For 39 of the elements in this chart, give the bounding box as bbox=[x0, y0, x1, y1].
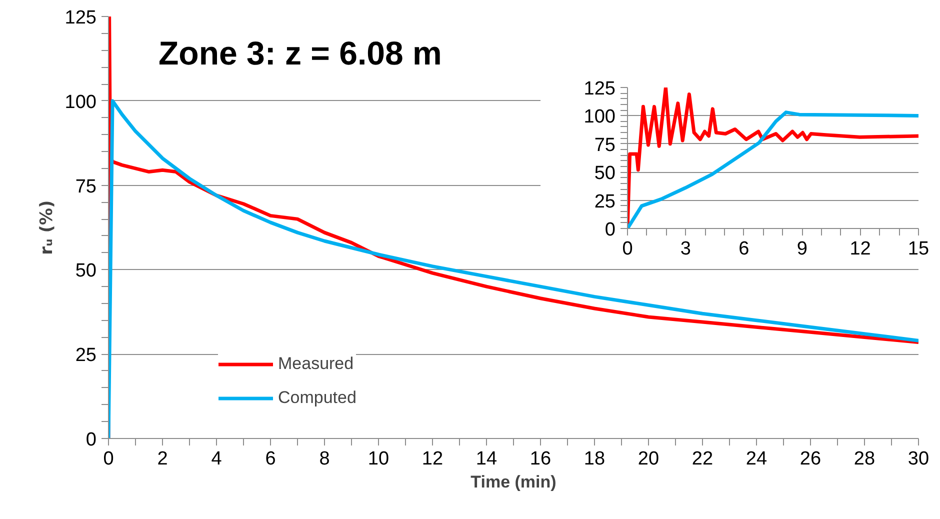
x-tick-label: 6 bbox=[738, 238, 750, 260]
y-tick-label: 25 bbox=[594, 191, 616, 212]
y-tick-label: 25 bbox=[75, 345, 97, 366]
x-tick-label: 22 bbox=[692, 448, 714, 470]
text: Zone 3: z = 6.08 m bbox=[158, 34, 442, 72]
x-tick-label: 4 bbox=[211, 448, 222, 470]
x-tick-label: 16 bbox=[530, 448, 552, 470]
y-tick-label: 50 bbox=[75, 260, 97, 282]
x-tick-label: 24 bbox=[746, 448, 768, 470]
x-tick-label: 18 bbox=[584, 448, 606, 470]
y-tick-label: 0 bbox=[86, 430, 97, 450]
x-axis-title: Time (min) bbox=[470, 472, 556, 492]
x-tick-label: 20 bbox=[638, 448, 660, 470]
x-tick-label: 28 bbox=[854, 448, 876, 470]
y-tick-label: 100 bbox=[584, 106, 616, 128]
x-tick-label: 26 bbox=[800, 448, 822, 470]
x-tick-label: 2 bbox=[157, 448, 168, 470]
x-tick-label: 0 bbox=[622, 238, 633, 260]
y-tick-label: 125 bbox=[64, 8, 96, 28]
y-axis-title: rᵤ (%) bbox=[36, 200, 57, 255]
legend-label: Measured bbox=[278, 354, 354, 374]
x-tick-label: 10 bbox=[368, 448, 390, 470]
y-tick-label: 75 bbox=[594, 134, 616, 156]
x-tick-label: 12 bbox=[850, 238, 871, 260]
x-tick-label: 9 bbox=[796, 238, 808, 260]
y-tick-label: 75 bbox=[75, 176, 97, 198]
x-tick-label: 0 bbox=[103, 448, 114, 470]
y-tick-label: 100 bbox=[64, 92, 96, 113]
x-tick-label: 15 bbox=[908, 238, 930, 260]
x-tick-label: 14 bbox=[476, 448, 498, 470]
y-tick-label: 125 bbox=[584, 78, 616, 100]
y-tick-label: 50 bbox=[594, 163, 616, 184]
x-tick-label: 12 bbox=[422, 448, 444, 470]
x-tick-label: 30 bbox=[908, 448, 930, 470]
y-tick-label: 0 bbox=[604, 220, 616, 240]
x-tick-label: 8 bbox=[319, 448, 330, 470]
x-tick-label: 3 bbox=[680, 238, 691, 260]
x-tick-label: 6 bbox=[265, 448, 276, 470]
legend-label: Computed bbox=[278, 388, 356, 408]
